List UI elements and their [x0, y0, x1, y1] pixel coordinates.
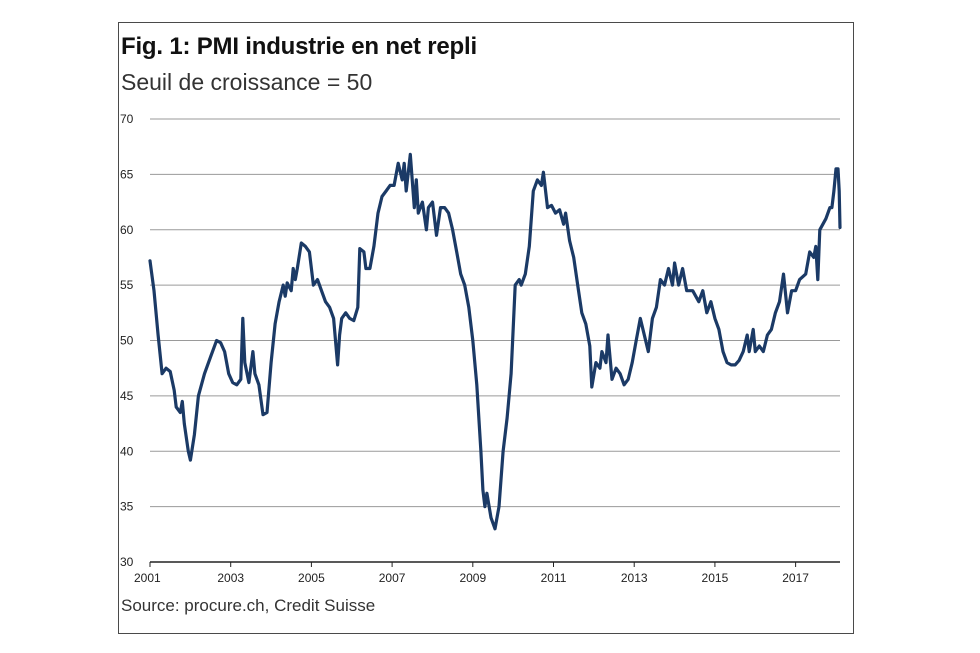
x-axis-ticks: 2001 2003 2005 2007 2009 2011 2013 2015 2017: [134, 562, 809, 585]
x-tick-label: 2007: [379, 571, 406, 585]
y-tick-label: 65: [120, 167, 134, 181]
y-tick-label: 45: [120, 389, 134, 403]
x-tick-label: 2015: [702, 571, 729, 585]
y-tick-label: 60: [120, 223, 134, 237]
series-line-0: [148, 152, 842, 531]
y-tick-label: 50: [120, 334, 134, 348]
x-tick-label: 2011: [541, 571, 567, 585]
y-tick-label: 55: [120, 278, 134, 292]
x-tick-label: 2005: [298, 571, 325, 585]
series-layer: [148, 152, 842, 531]
chart-frame: [118, 22, 854, 634]
x-tick-label: 2009: [459, 571, 486, 585]
chart-title: Fig. 1: PMI industrie en net repli: [121, 33, 477, 60]
y-tick-label: 70: [120, 112, 134, 126]
y-tick-label: 40: [120, 444, 134, 458]
source-note: Source: procure.ch, Credit Suisse: [121, 596, 376, 615]
x-tick-label: 2003: [217, 571, 244, 585]
y-axis-ticks: 30 35 40 45 50 55 60 65 70: [120, 112, 134, 569]
chart-subtitle: Seuil de croissance = 50: [121, 69, 373, 95]
x-tick-label: 2013: [621, 571, 648, 585]
y-tick-label: 35: [120, 500, 134, 514]
gridlines: [150, 118, 840, 563]
y-tick-label: 30: [120, 555, 134, 569]
x-tick-label: 2001: [134, 571, 161, 585]
x-tick-label: 2017: [782, 571, 809, 585]
